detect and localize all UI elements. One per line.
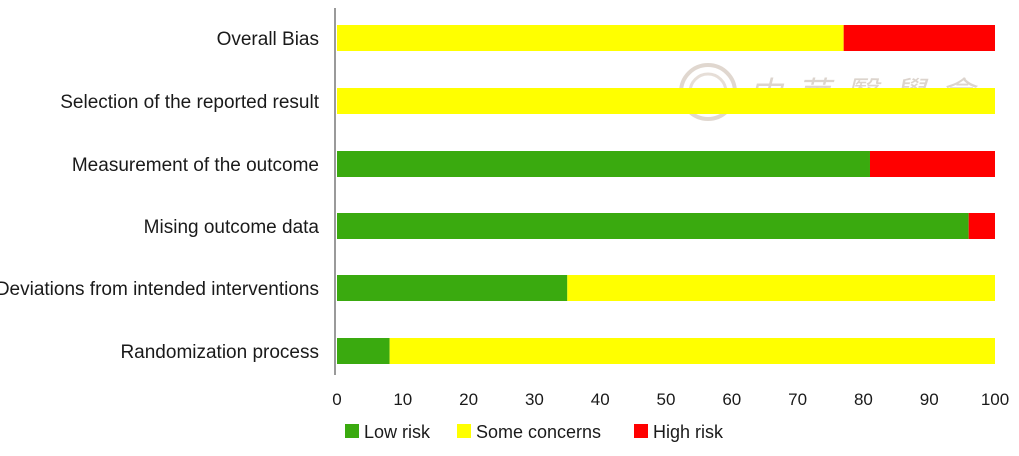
bar-high-risk bbox=[869, 151, 995, 177]
bar-high-risk bbox=[968, 213, 995, 239]
bar-high-risk bbox=[843, 25, 995, 51]
legend: Low risk Some concerns High risk bbox=[345, 422, 724, 442]
category-label: Selection of the reported result bbox=[60, 92, 319, 113]
x-tick-label: 10 bbox=[393, 390, 412, 409]
x-tick-label: 50 bbox=[657, 390, 676, 409]
x-axis: 0 10 20 30 40 50 60 70 80 90 100 bbox=[332, 390, 1009, 409]
bars-group bbox=[337, 25, 995, 364]
x-tick-label: 60 bbox=[722, 390, 741, 409]
bar-some-concerns bbox=[337, 88, 995, 114]
legend-label: Low risk bbox=[364, 422, 431, 442]
legend-label: Some concerns bbox=[476, 422, 601, 442]
legend-swatch-some-concerns bbox=[457, 424, 471, 438]
x-tick-label: 0 bbox=[332, 390, 341, 409]
bar-some-concerns bbox=[567, 275, 995, 301]
category-label: Mising outcome data bbox=[144, 217, 320, 238]
legend-swatch-low-risk bbox=[345, 424, 359, 438]
x-tick-label: 80 bbox=[854, 390, 873, 409]
x-tick-label: 40 bbox=[591, 390, 610, 409]
x-tick-label: 20 bbox=[459, 390, 478, 409]
bar-low-risk bbox=[337, 275, 568, 301]
legend-swatch-high-risk bbox=[634, 424, 648, 438]
category-label: Randomization process bbox=[120, 342, 319, 363]
category-label: Deviations from intended interventions bbox=[0, 279, 319, 300]
bar-low-risk bbox=[337, 213, 969, 239]
x-tick-label: 70 bbox=[788, 390, 807, 409]
x-tick-label: 100 bbox=[981, 390, 1009, 409]
category-label: Measurement of the outcome bbox=[72, 155, 319, 176]
x-tick-label: 30 bbox=[525, 390, 544, 409]
bar-low-risk bbox=[337, 338, 390, 364]
bar-some-concerns bbox=[337, 25, 844, 51]
bar-low-risk bbox=[337, 151, 870, 177]
legend-label: High risk bbox=[653, 422, 724, 442]
category-labels: Overall Bias Selection of the reported re… bbox=[0, 29, 320, 363]
bar-some-concerns bbox=[389, 338, 995, 364]
category-label: Overall Bias bbox=[217, 29, 319, 50]
x-tick-label: 90 bbox=[920, 390, 939, 409]
